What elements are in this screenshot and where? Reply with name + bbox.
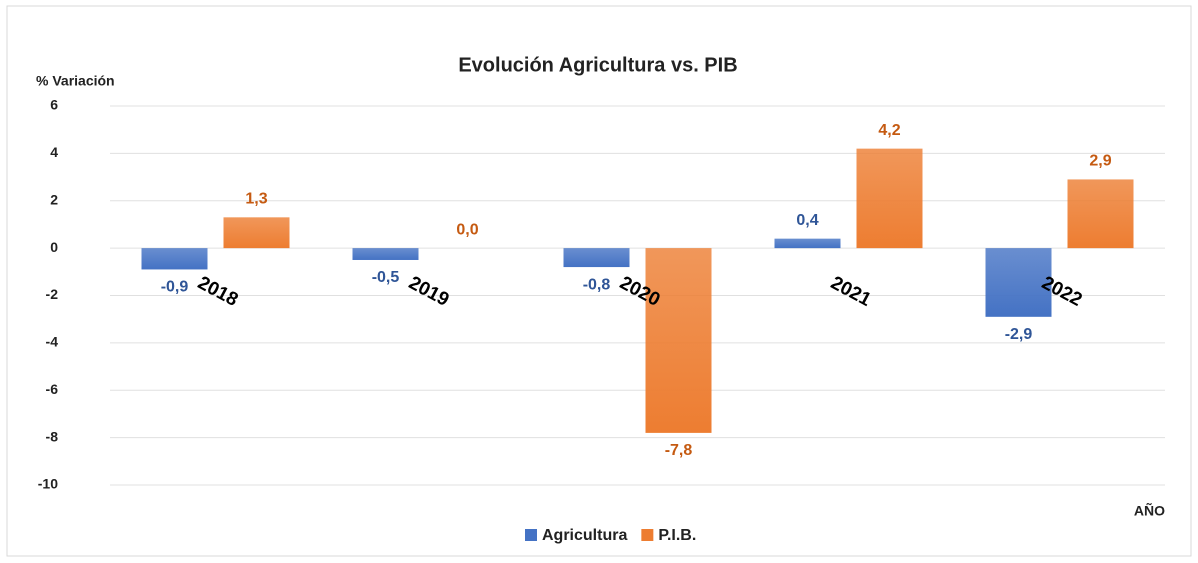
y-tick-label: -8 (46, 428, 59, 444)
value-label: 2,9 (1089, 153, 1111, 170)
y-tick-label: -4 (46, 334, 59, 350)
bar (985, 248, 1052, 317)
value-label: -7,8 (665, 442, 693, 459)
value-label: -0,9 (161, 279, 189, 296)
value-label: 0,0 (456, 221, 478, 238)
bar (223, 217, 290, 249)
value-label: -2,9 (1005, 326, 1033, 343)
y-tick-label: -6 (46, 381, 59, 397)
value-label: 0,4 (796, 212, 818, 229)
legend-swatch (641, 529, 654, 541)
y-tick-label: -2 (46, 286, 59, 302)
bar (141, 248, 208, 270)
bar (352, 248, 419, 260)
legend-label: Agricultura (542, 527, 627, 544)
legend-swatch (525, 529, 537, 541)
legend-label: P.I.B. (658, 527, 696, 544)
x-axis-label: AÑO (1134, 502, 1165, 519)
y-tick-label: 0 (50, 239, 58, 255)
y-tick-label: -10 (38, 476, 58, 492)
y-tick-label: 4 (50, 144, 58, 160)
bar (563, 248, 630, 268)
value-label: 1,3 (245, 191, 267, 208)
bar (856, 148, 923, 249)
bar (774, 238, 841, 249)
chart-title: Evolución Agricultura vs. PIB (458, 54, 737, 76)
y-tick-label: 2 (50, 191, 58, 207)
y-tick-label: 6 (50, 97, 58, 113)
value-label: 4,2 (878, 122, 900, 139)
bar (1067, 179, 1134, 249)
value-label: -0,8 (583, 276, 611, 293)
bar (645, 248, 712, 433)
y-axis-label: % Variación (36, 73, 115, 89)
value-label: -0,5 (372, 269, 400, 286)
